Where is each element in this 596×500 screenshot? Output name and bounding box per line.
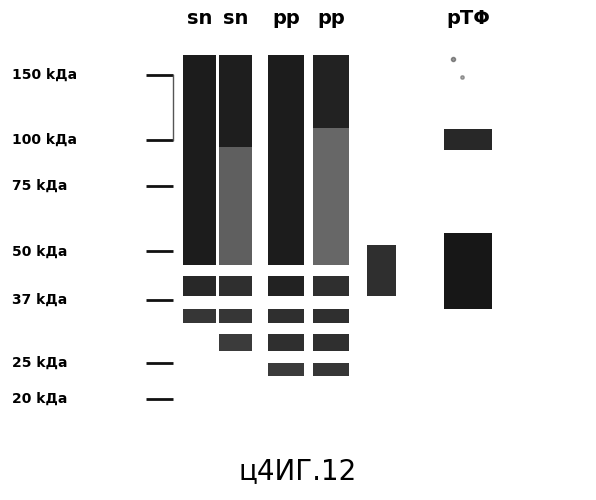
Bar (268, 276, 304, 295)
Bar (219, 276, 252, 295)
Text: pp: pp (317, 8, 344, 28)
Bar (313, 334, 349, 350)
Bar (313, 54, 349, 128)
Bar (219, 334, 252, 350)
Bar (184, 54, 216, 265)
Bar (313, 309, 349, 324)
Text: 37 kДa: 37 kДa (12, 293, 67, 307)
Text: 100 kДa: 100 kДa (12, 133, 77, 147)
Text: sn: sn (187, 8, 212, 28)
Bar (268, 363, 304, 376)
Bar (268, 309, 304, 324)
Text: 25 kДa: 25 kДa (12, 356, 67, 370)
Bar (268, 334, 304, 350)
Bar (444, 129, 492, 150)
Bar (184, 276, 216, 295)
Bar (313, 128, 349, 265)
Bar (219, 54, 252, 146)
Bar (444, 234, 492, 309)
Bar (367, 245, 396, 296)
Text: ц4ИГ.12: ц4ИГ.12 (239, 457, 357, 485)
Text: 50 kДa: 50 kДa (12, 244, 67, 258)
Bar (268, 54, 304, 265)
Bar (184, 309, 216, 324)
Text: 75 kДa: 75 kДa (12, 180, 67, 194)
Bar (313, 363, 349, 376)
Text: pTΦ: pTΦ (446, 8, 490, 28)
Text: sn: sn (223, 8, 248, 28)
Bar (219, 146, 252, 265)
Bar (313, 276, 349, 295)
Bar (219, 309, 252, 324)
Text: pp: pp (272, 8, 300, 28)
Text: 20 kДa: 20 kДa (12, 392, 67, 406)
Text: 150 kДa: 150 kДa (12, 68, 77, 82)
